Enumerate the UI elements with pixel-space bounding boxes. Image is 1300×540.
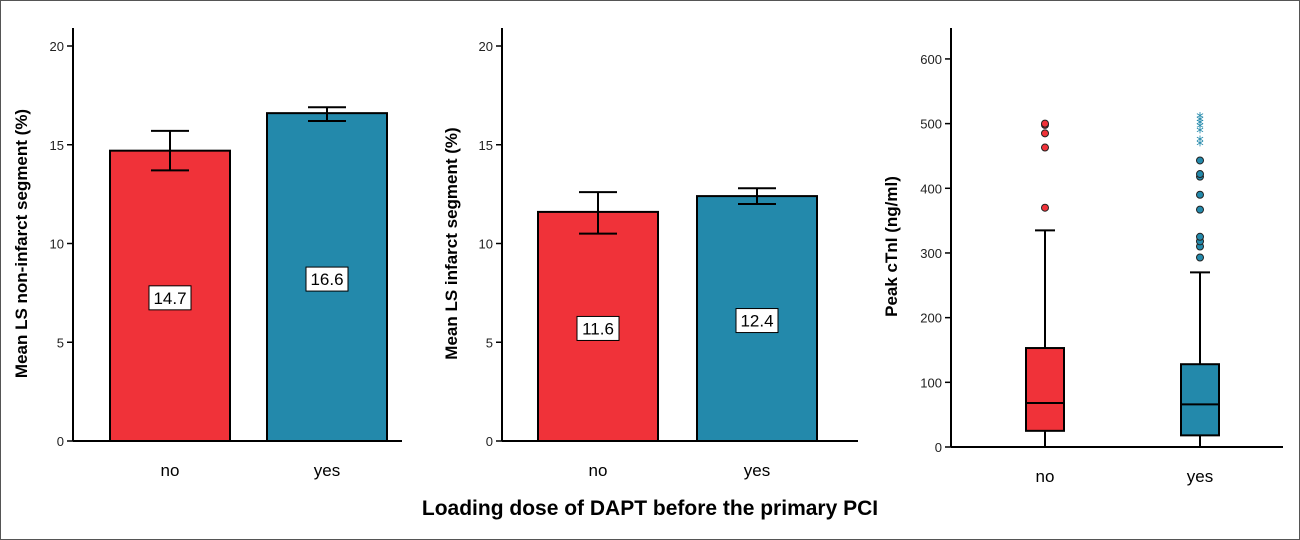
x-category-label: yes (744, 461, 770, 480)
y-tick-label: 100 (920, 375, 942, 390)
y-tick-label: 5 (57, 335, 64, 350)
x-axis-title: Loading dose of DAPT before the primary … (422, 497, 878, 520)
value-label: 14.7 (153, 289, 186, 308)
value-label: 11.6 (582, 319, 614, 338)
y-tick-label: 0 (57, 434, 64, 449)
extreme-point: * (1196, 112, 1204, 130)
y-tick-label: 5 (486, 335, 493, 350)
chart-panel-1: 0 5 10 15 20 Mean LS non-infarct segment (%) n… (12, 28, 402, 480)
outlier-point (1196, 190, 1204, 199)
box-no (1025, 347, 1065, 432)
y-tick-label: 0 (486, 434, 493, 449)
outlier-point (1196, 253, 1204, 262)
y-tick-label: 10 (50, 237, 64, 252)
y-axis-title: Mean LS infarct segment (%) (442, 127, 461, 359)
x-category-label: no (1036, 467, 1055, 486)
y-tick-label: 0 (935, 440, 942, 455)
y-tick-label: 15 (479, 138, 493, 153)
extreme-point: * (1196, 123, 1204, 141)
box-yes (1180, 363, 1220, 437)
y-tick-label: 20 (479, 39, 493, 54)
x-category-label: no (589, 461, 608, 480)
extreme-point: * (1196, 132, 1204, 150)
y-axis-title: Peak cTnI (ng/ml) (882, 176, 901, 317)
outlier-point (1196, 205, 1204, 214)
extreme-point: * (1196, 116, 1204, 134)
value-label-box (735, 308, 779, 334)
y-tick-label: 300 (920, 246, 942, 261)
value-label: 12.4 (740, 312, 773, 331)
outlier-point (1041, 129, 1049, 138)
y-tick-label: 10 (479, 237, 493, 252)
extreme-point: * (1196, 109, 1204, 127)
y-tick-label: 200 (920, 311, 942, 326)
y-tick-label: 500 (920, 117, 942, 132)
extreme-point: * (1196, 119, 1204, 137)
value-label-box (576, 315, 620, 341)
value-label-box (148, 285, 192, 311)
value-label-box (305, 266, 349, 292)
y-tick-label: 20 (50, 39, 64, 54)
x-category-label: yes (314, 461, 340, 480)
chart-panel-2: 0 5 10 15 20 Mean LS infarct segment (%) no yes… (442, 28, 858, 480)
y-tick-label: 600 (920, 52, 942, 67)
x-category-label: no (161, 461, 180, 480)
chart-panel-3: 0 100 200 300 400 500 600 Peak cTnI (ng/ml) no ye… (882, 28, 1283, 486)
outlier-point (1041, 203, 1049, 212)
value-label: 16.6 (310, 270, 343, 289)
y-tick-label: 15 (50, 138, 64, 153)
outlier-point (1196, 156, 1204, 165)
y-axis-title: Mean LS non-infarct segment (%) (12, 109, 31, 378)
outlier-point (1196, 232, 1204, 241)
outlier-point (1196, 170, 1204, 179)
x-category-label: yes (1187, 467, 1213, 486)
extreme-point: * (1196, 136, 1204, 154)
outlier-point (1041, 119, 1049, 128)
outlier-point (1041, 143, 1049, 152)
y-tick-label: 400 (920, 181, 942, 196)
